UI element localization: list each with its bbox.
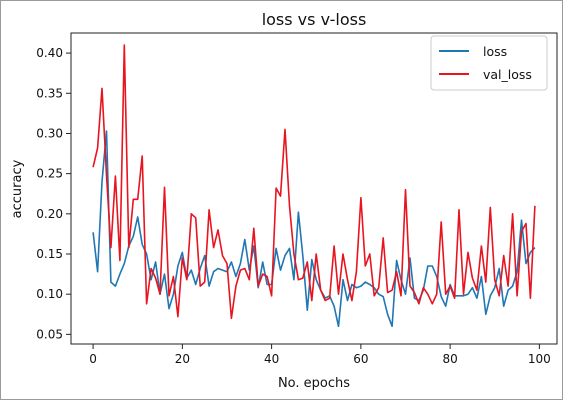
legend-box xyxy=(430,35,548,91)
legend-label-loss: loss xyxy=(483,44,507,59)
y-tick-label: 0.35 xyxy=(36,86,63,100)
legend-label-val-loss: val_loss xyxy=(483,67,532,82)
x-axis-label: No. epochs xyxy=(278,376,350,391)
x-tick-label: 80 xyxy=(442,352,457,366)
legend: loss val_loss xyxy=(430,35,548,91)
x-tick-label: 100 xyxy=(528,352,551,366)
x-tick-label: 40 xyxy=(264,352,279,366)
series-line-val-loss xyxy=(92,44,536,320)
y-tick-label: 0.30 xyxy=(36,126,63,140)
y-tick-label: 0.40 xyxy=(36,46,63,60)
series-line-loss xyxy=(92,130,536,328)
chart-title: loss vs v-loss xyxy=(262,10,367,29)
y-tick-label: 0.10 xyxy=(36,287,63,301)
x-tick-label: 0 xyxy=(89,352,97,366)
y-tick-label: 0.15 xyxy=(36,247,63,261)
y-axis-label: accuracy xyxy=(10,159,25,218)
x-tick-label: 20 xyxy=(175,352,190,366)
plot-border xyxy=(70,32,558,345)
y-axis: 0.05 0.10 0.15 0.20 0.25 0.30 0.35 0.40 xyxy=(36,46,71,341)
series-lines xyxy=(92,44,536,328)
x-tick-label: 60 xyxy=(353,352,368,366)
x-axis: 0 20 40 60 80 100 xyxy=(89,344,551,366)
y-tick-label: 0.20 xyxy=(36,207,63,221)
y-tick-label: 0.05 xyxy=(36,327,63,341)
plot-area xyxy=(70,32,558,345)
y-tick-label: 0.25 xyxy=(36,167,63,181)
